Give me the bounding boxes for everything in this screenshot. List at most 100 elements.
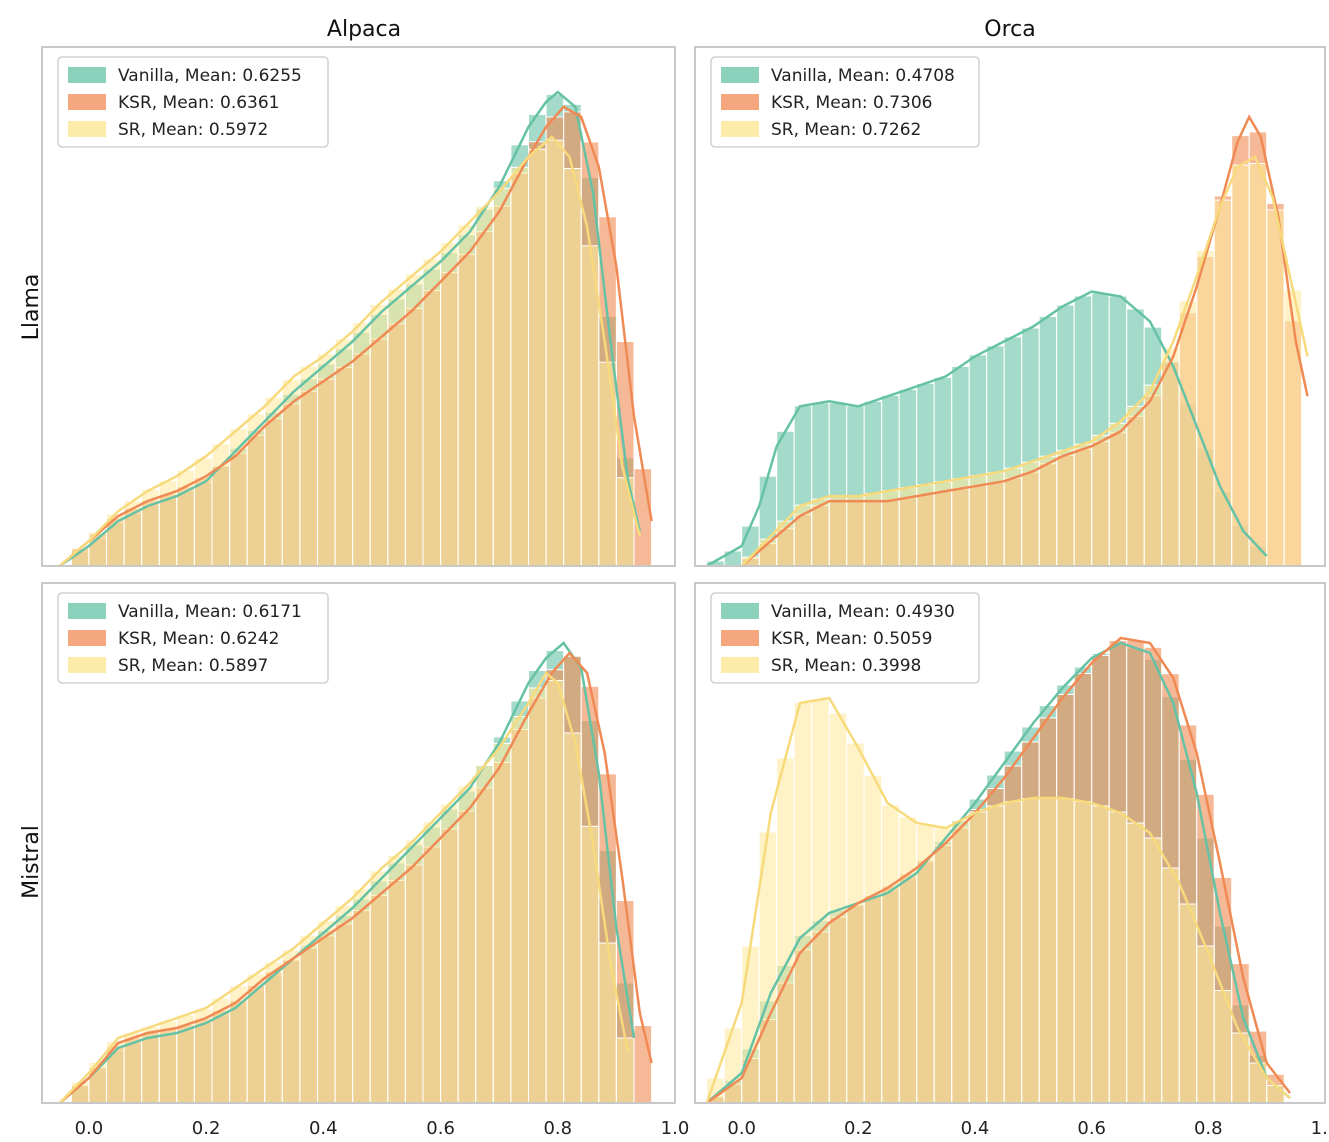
histogram-bar-sr [1038,797,1058,1104]
histogram-bar-sr [1108,422,1128,567]
histogram-bar-sr [1178,300,1198,567]
histogram-bar-sr [528,148,547,567]
kde-line-vanilla [58,90,642,568]
histogram-bar-sr [828,495,848,567]
histogram-bar-sr [528,687,547,1104]
histogram-bar-sr [1266,1085,1285,1104]
x-tick-label: 1.0 [661,1118,690,1139]
kde-line-ksr [58,105,653,567]
histogram-bar-sr [846,495,865,567]
histogram-bar-sr [510,166,529,567]
column-title-alpaca: Alpaca [327,17,401,42]
kde-line-vanilla [706,290,1268,568]
kde-line-sr [740,155,1309,567]
histogram-bar-sr [1091,434,1110,567]
histogram-bar-sr [811,699,830,1104]
histogram-bar-sr [1056,449,1075,567]
histogram-bar-sr [352,888,371,1104]
histogram-bar-sr [598,942,617,1104]
legend-box [710,56,980,148]
histogram-bar-sr [1003,801,1023,1104]
histogram-bar-sr [475,206,494,567]
histogram-bar-sr [563,168,582,567]
histogram-bar-sr [404,839,424,1104]
legend-label-sr: SR, Mean: 0.3998 [771,656,921,676]
legend-swatch-vanilla [721,67,759,83]
histogram-bar-sr [317,353,336,567]
x-tick-label: 0.8 [543,1118,572,1139]
histogram-bar-sr [776,757,795,1104]
histogram-bar-sr [387,855,406,1104]
histogram-bar-sr [457,785,477,1104]
histogram-bar-sr [457,224,477,567]
legend-label-sr: SR, Mean: 0.5897 [118,656,268,676]
histogram-bar-sr [510,716,529,1104]
subplot-frame [41,582,676,1104]
legend-label-vanilla: Vanilla, Mean: 0.6171 [118,602,302,622]
row-title-llama: Llama [19,274,44,341]
histogram-bar-sr [1073,443,1093,567]
histogram-bar-sr [264,961,283,1104]
legend-label-ksr: KSR, Mean: 0.6242 [118,629,280,649]
histogram-bar-sr [299,935,318,1104]
legend-label-ksr: KSR, Mean: 0.5059 [771,629,933,649]
histogram-bar-sr [1283,289,1303,567]
legend-swatch-ksr [68,94,106,110]
legend: Vanilla, Mean: 0.4708 KSR, Mean: 0.7306 SR… [710,56,980,148]
histogram-bar-sr [1056,798,1075,1104]
kde-line-sr [58,671,630,1104]
x-tick-label: 0.8 [1194,1118,1223,1139]
histogram-bar-sr [1126,822,1145,1104]
histogram-bar-sr [1231,164,1250,567]
histogram-bar-sr [1073,801,1093,1104]
histogram-bar-sr [440,242,459,567]
histogram-bar-sr [863,775,883,1104]
histogram-bar-sr [1266,209,1285,567]
histogram-bar-sr [986,472,1005,567]
histogram-bar-sr [951,820,970,1104]
legend-swatch-ksr [721,630,759,646]
histogram-bar-sr [846,742,865,1104]
histogram-bar-sr [1248,163,1268,567]
legend-label-sr: SR, Mean: 0.7262 [771,120,921,140]
legend-swatch-sr [721,657,759,673]
kde-line-sr [58,135,642,567]
legend-label-ksr: KSR, Mean: 0.7306 [771,93,933,113]
histogram-bar-sr [246,973,266,1104]
x-tick-label: 1.0 [1311,1118,1329,1139]
histogram-bar-sr [1178,903,1198,1104]
subplot-panels: Vanilla, Mean: 0.6255 KSR, Mean: 0.6361 SR… [41,46,1329,1139]
histogram-bar-sr [951,478,970,567]
subplot-alpaca-llama: Vanilla, Mean: 0.6255 KSR, Mean: 0.6361 SR… [41,46,676,568]
legend-swatch-ksr [68,630,106,646]
kde-line-ksr [705,636,1291,1105]
kde-line-ksr [58,651,653,1104]
histogram-bar-sr [1003,467,1023,567]
row-title-mistral: Mistral [19,825,44,899]
histogram-bar-sr [986,805,1005,1104]
histogram-bar-sr [1021,798,1040,1104]
histogram-bar-sr [545,139,565,567]
histogram-bar-sr [440,803,459,1104]
histogram-bar-sr [492,743,512,1104]
kde-line-sr [705,696,1291,1104]
x-tick-label: 0.2 [192,1118,221,1139]
histogram-bar-sr [475,765,494,1104]
x-tick-label: 0.4 [961,1118,990,1139]
x-tick-label: 0.2 [844,1118,873,1139]
legend-swatch-sr [721,121,759,137]
histogram-bar-sr [968,475,988,567]
legend-label-vanilla: Vanilla, Mean: 0.4708 [771,66,955,86]
subplot-alpaca-mistral: Vanilla, Mean: 0.6171 KSR, Mean: 0.6242 SR… [41,582,690,1139]
x-axis-ticks: 0.0 0.2 0.4 0.6 0.8 1.0 [75,1118,690,1139]
histogram-bar-sr [615,1037,635,1104]
subplot-orca-llama: Vanilla, Mean: 0.4708 KSR, Mean: 0.7306 SR… [694,46,1326,568]
histogram-bar-sr [281,949,301,1104]
histogram-bar-sr [369,870,389,1104]
histogram-bar-sr [1126,405,1145,567]
histogram-bar-sr [1091,805,1110,1104]
legend-label-ksr: KSR, Mean: 0.6361 [118,93,280,113]
histogram-bar-sr [863,493,883,567]
histogram-bar-sr [598,361,617,567]
